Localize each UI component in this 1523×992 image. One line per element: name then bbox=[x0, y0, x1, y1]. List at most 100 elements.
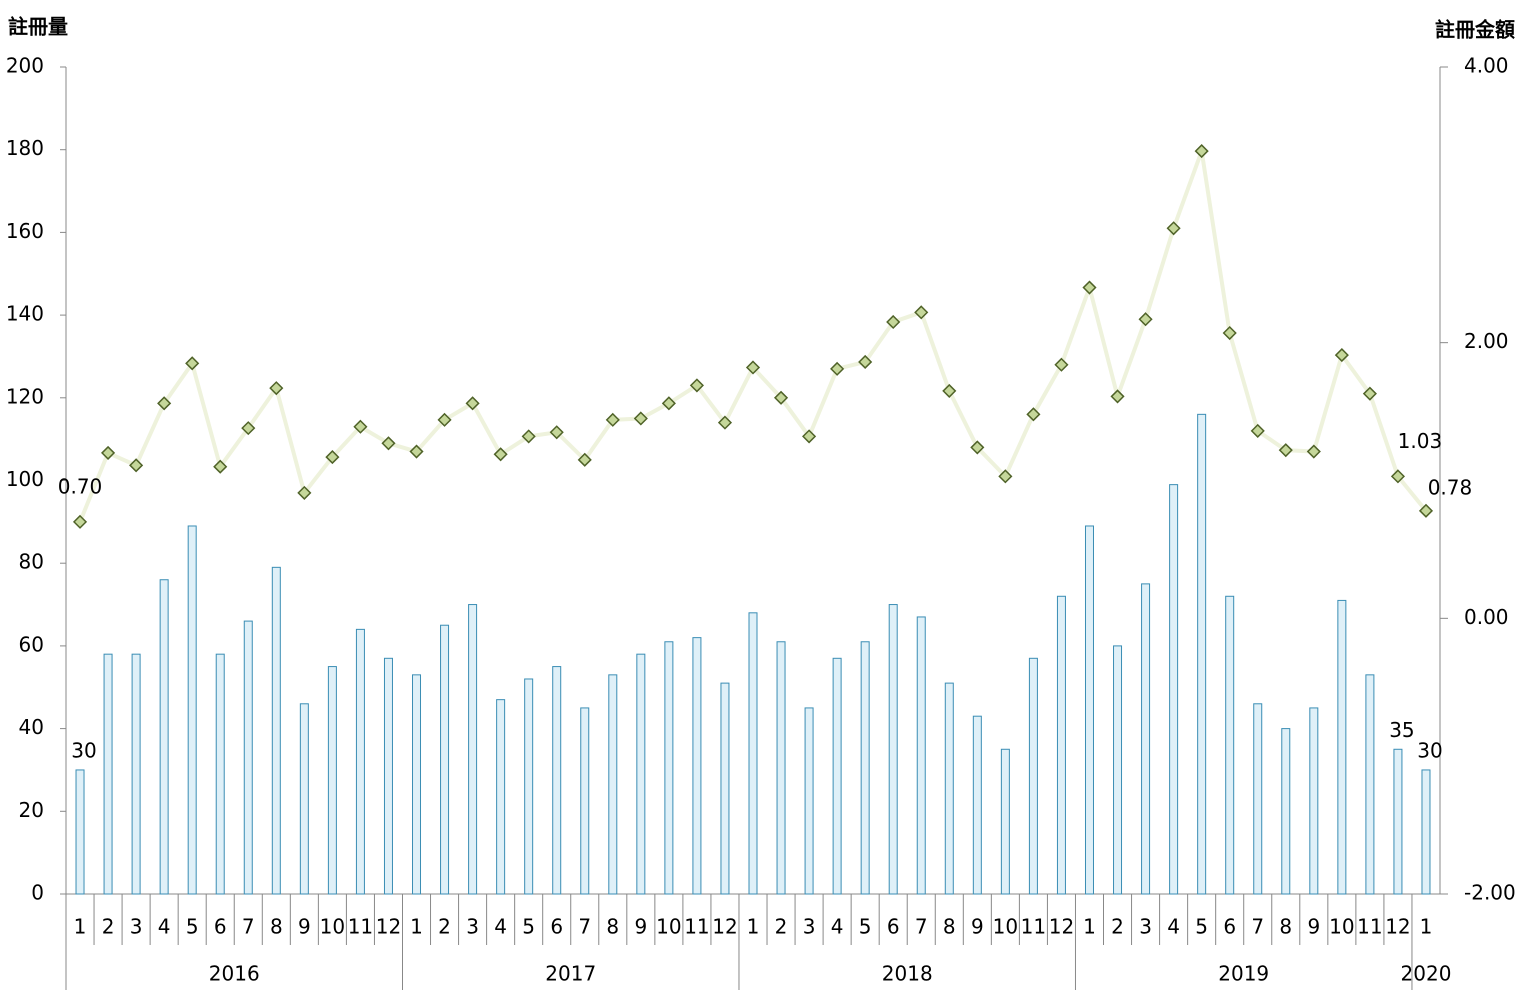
line-marker bbox=[914, 305, 929, 320]
x-tick-label: 2 bbox=[102, 915, 115, 939]
bar bbox=[1337, 599, 1347, 895]
y-tick-label: 40 bbox=[19, 715, 44, 739]
line-marker bbox=[437, 412, 452, 427]
line-marker bbox=[717, 415, 733, 430]
x-tick-label: 5 bbox=[1195, 915, 1208, 939]
bar bbox=[243, 620, 253, 895]
y-tick-label: 0 bbox=[31, 881, 44, 905]
line-marker bbox=[1082, 280, 1097, 295]
line-marker bbox=[1278, 443, 1293, 458]
line-marker bbox=[689, 378, 704, 393]
x-tick-label: 3 bbox=[466, 915, 479, 939]
bar bbox=[496, 699, 506, 895]
line-marker bbox=[1110, 389, 1125, 404]
line-marker bbox=[129, 458, 144, 473]
bar bbox=[1113, 645, 1123, 895]
x-tick-label: 11 bbox=[1021, 915, 1046, 939]
x-tick-label: 9 bbox=[634, 915, 647, 939]
line-marker bbox=[886, 314, 901, 330]
bar bbox=[299, 703, 309, 895]
x-tick-label: 12 bbox=[1385, 915, 1410, 939]
line-marker bbox=[185, 356, 200, 371]
bar bbox=[776, 641, 786, 895]
y-tick-label: 160 bbox=[6, 219, 44, 243]
y2-tick-label: -2.00 bbox=[1464, 881, 1516, 905]
line-marker bbox=[241, 421, 256, 436]
bar bbox=[215, 653, 225, 895]
line-marker bbox=[521, 429, 536, 444]
x-tick-label: 1 bbox=[1083, 915, 1096, 939]
y-tick-label: 80 bbox=[19, 550, 44, 574]
x-tick-label: 3 bbox=[1139, 915, 1152, 939]
y-axis-title: 註冊量 bbox=[8, 15, 68, 39]
bar bbox=[412, 674, 422, 895]
y-tick-label: 20 bbox=[19, 798, 44, 822]
line-marker bbox=[661, 396, 676, 411]
x-tick-label: 9 bbox=[1307, 915, 1320, 939]
line-marker bbox=[577, 452, 592, 467]
x-tick-label: 9 bbox=[971, 915, 984, 939]
bar bbox=[916, 616, 926, 895]
y-tick-label: 120 bbox=[6, 384, 44, 408]
bar bbox=[580, 707, 590, 895]
bar bbox=[748, 612, 758, 895]
group-label: 2018 bbox=[882, 962, 933, 986]
bar bbox=[1421, 769, 1431, 895]
bar bbox=[131, 653, 141, 895]
bar bbox=[103, 653, 113, 895]
x-tick-label: 11 bbox=[684, 915, 709, 939]
bar bbox=[888, 604, 898, 895]
x-tick-label: 8 bbox=[270, 915, 283, 939]
line-marker bbox=[269, 381, 284, 396]
x-tick-label: 8 bbox=[1279, 915, 1292, 939]
line-marker bbox=[297, 485, 312, 500]
x-tick-label: 10 bbox=[656, 915, 681, 939]
bar bbox=[468, 604, 478, 895]
x-tick-label: 6 bbox=[1223, 915, 1236, 939]
bar bbox=[1225, 595, 1235, 895]
x-tick-label: 1 bbox=[1420, 915, 1433, 939]
line-marker bbox=[353, 419, 368, 434]
x-tick-label: 12 bbox=[1049, 915, 1074, 939]
line-marker bbox=[409, 444, 424, 459]
line-marker bbox=[1054, 357, 1069, 372]
x-tick-label: 11 bbox=[1357, 915, 1382, 939]
y-tick-label: 100 bbox=[6, 467, 44, 491]
y2-axis-title: 註冊金額 bbox=[1435, 18, 1515, 42]
x-tick-label: 5 bbox=[186, 915, 199, 939]
line-marker bbox=[998, 469, 1013, 484]
line-value-label: 0.70 bbox=[58, 474, 103, 498]
bar bbox=[440, 624, 450, 895]
bar-value-label: 30 bbox=[1417, 738, 1442, 762]
line bbox=[78, 150, 1428, 523]
x-tick-label: 6 bbox=[550, 915, 563, 939]
line-marker bbox=[493, 447, 508, 462]
line-marker bbox=[1390, 469, 1406, 484]
group-label: 2020 bbox=[1401, 962, 1452, 986]
line-marker bbox=[802, 429, 817, 444]
bar bbox=[664, 641, 674, 895]
bar-value-label: 30 bbox=[71, 738, 96, 762]
bar bbox=[1000, 748, 1010, 895]
line-marker bbox=[1334, 348, 1349, 363]
x-tick-label: 1 bbox=[747, 915, 760, 939]
line-marker bbox=[1418, 503, 1434, 518]
bar bbox=[720, 682, 730, 895]
x-tick-label: 1 bbox=[410, 915, 423, 939]
line-marker bbox=[213, 459, 228, 474]
x-tick-label: 5 bbox=[859, 915, 872, 939]
line-marker bbox=[1194, 144, 1209, 159]
line-marker bbox=[549, 425, 564, 440]
group-label: 2016 bbox=[209, 962, 260, 986]
x-tick-label: 12 bbox=[376, 915, 401, 939]
x-tick-label: 4 bbox=[158, 915, 171, 939]
bar bbox=[804, 707, 814, 895]
bar bbox=[1281, 728, 1291, 895]
x-tick-label: 7 bbox=[1251, 915, 1264, 939]
line-marker bbox=[858, 354, 873, 370]
bar-value-label: 35 bbox=[1389, 718, 1414, 742]
y-tick-label: 200 bbox=[6, 54, 44, 78]
line-marker bbox=[745, 360, 761, 375]
bar bbox=[187, 525, 197, 895]
